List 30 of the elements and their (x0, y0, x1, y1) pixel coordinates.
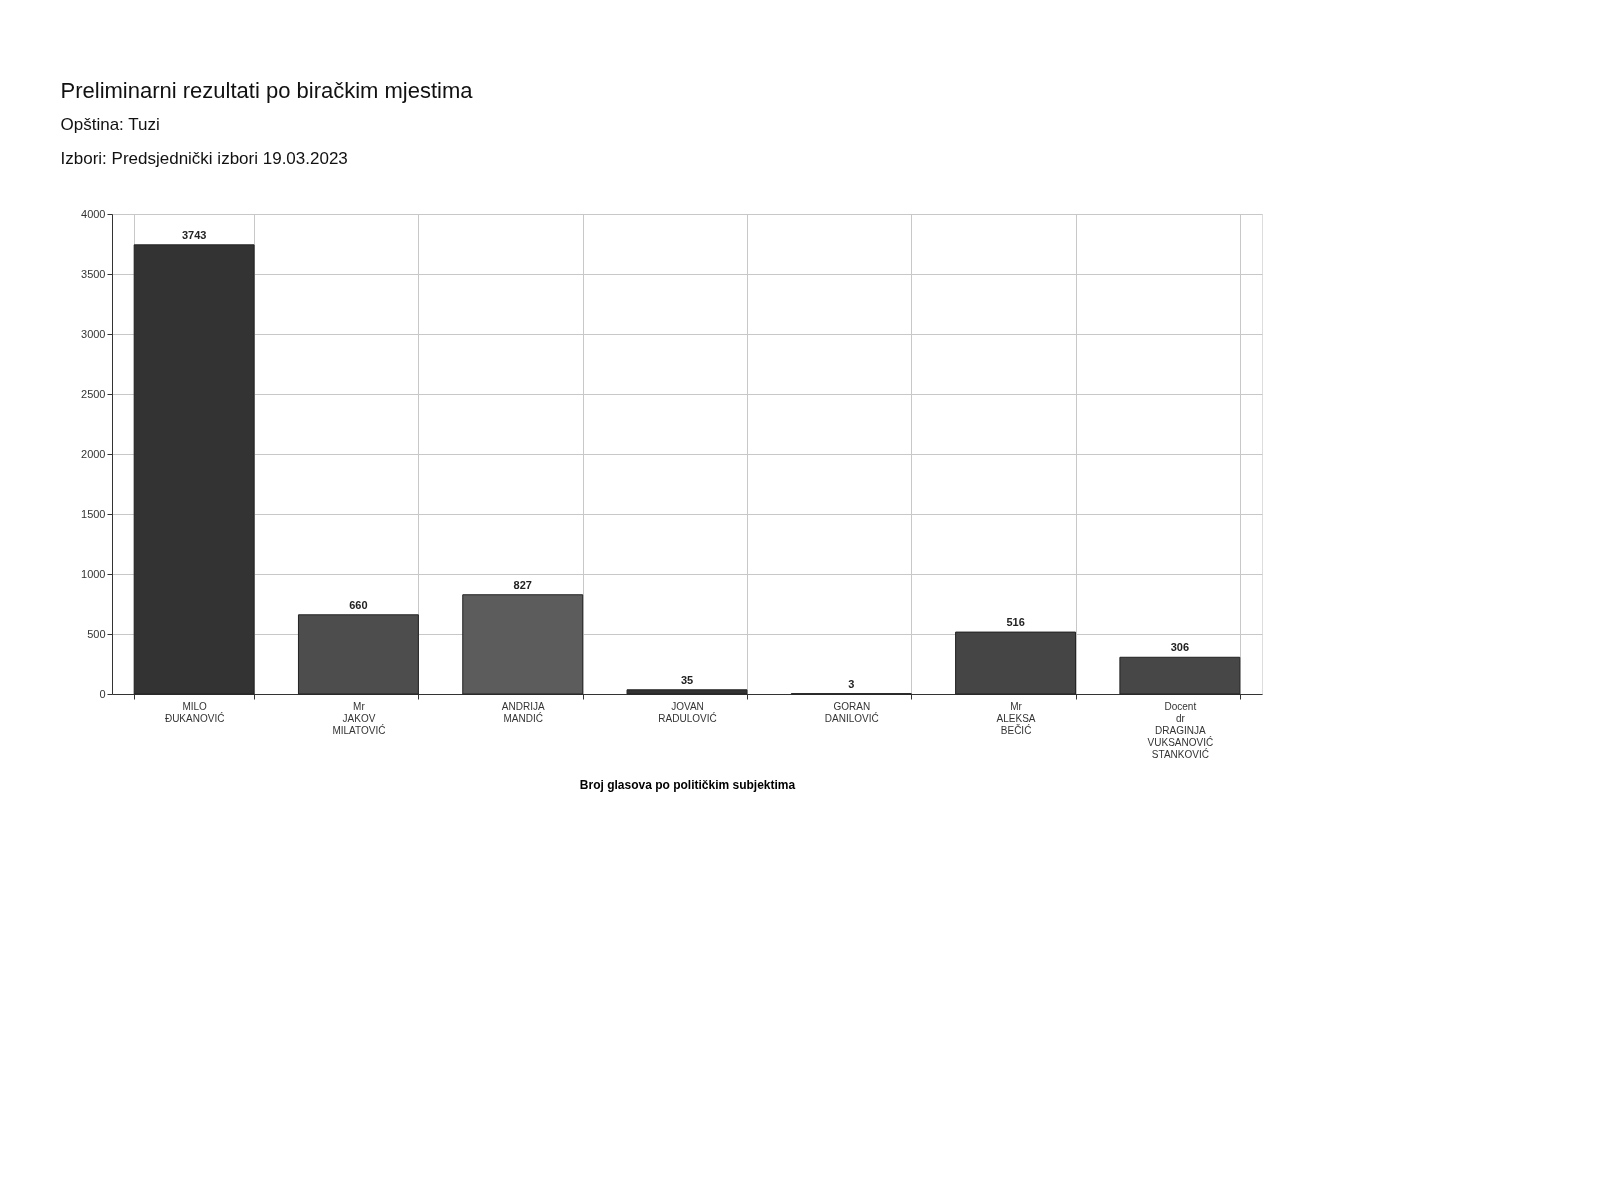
data-label: 3743 (181, 228, 207, 241)
y-tick-label: 0 (99, 687, 106, 700)
chart-title: Preliminarni rezultati po biračkim mjestima (60, 78, 474, 103)
x-tick-label: Docent dr DRAGINJA VUKSANOVIĆ STANKOVIĆ (1147, 700, 1214, 760)
x-tick-label: ANDRIJA MANDIĆ (501, 700, 545, 724)
x-tick-label: MILO ĐUKANOVIĆ (164, 700, 225, 724)
bar (462, 594, 584, 695)
data-label: 827 (513, 578, 532, 591)
chart-subtitle: Opština: Tuzi Izbori: Predsjednički izbori 19.03.2023 (60, 115, 348, 168)
y-tick-label: 1500 (81, 507, 106, 520)
bar (297, 614, 419, 695)
x-tick-label: GORAN DANILOVIĆ (824, 700, 879, 724)
data-label: 306 (1170, 641, 1190, 654)
x-tick-label: JOVAN RADULOVIĆ (658, 700, 717, 724)
x-axis-title: Broj glasova po političkim subjektima (579, 777, 796, 792)
y-tick-label: 1000 (81, 567, 106, 580)
y-tick-label: 3000 (81, 327, 106, 340)
y-tick-label: 3500 (81, 267, 106, 280)
data-label: 660 (349, 598, 368, 611)
x-tick-label: Mr ALEKSA BEČIĆ (996, 700, 1036, 736)
data-label: 3 (848, 677, 855, 690)
y-tick-label: 2500 (81, 387, 106, 400)
x-tick-label: Mr JAKOV MILATOVIĆ (332, 700, 386, 736)
bar (1119, 656, 1241, 695)
bar (955, 631, 1077, 695)
y-tick-label: 500 (87, 627, 106, 640)
y-tick-label: 4000 (81, 207, 106, 220)
data-label: 35 (680, 673, 694, 686)
y-tick-label: 2000 (81, 447, 106, 460)
data-label: 516 (1006, 616, 1025, 629)
